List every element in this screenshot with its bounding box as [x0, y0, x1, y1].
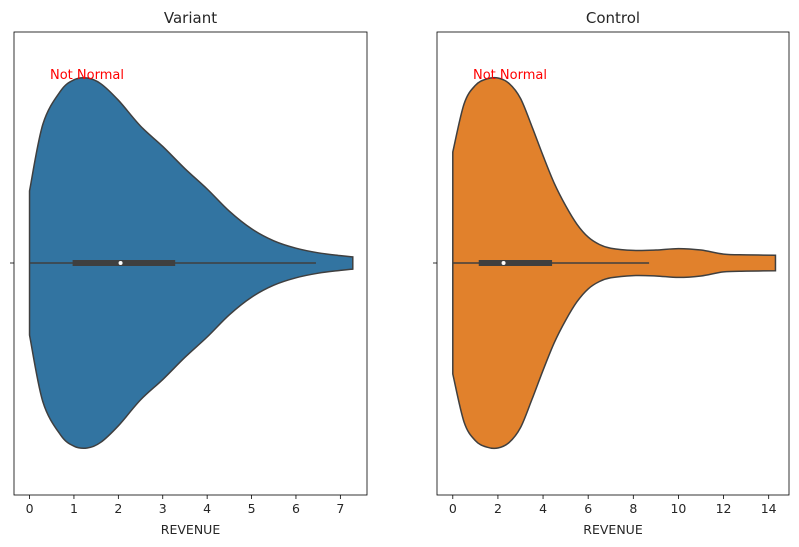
x-tick-label: 12 — [716, 501, 732, 516]
x-tick-label: 10 — [670, 501, 686, 516]
x-tick-label: 5 — [248, 501, 256, 516]
x-tick-label: 4 — [203, 501, 211, 516]
x-tick-label: 3 — [159, 501, 167, 516]
median-point-variant — [118, 261, 123, 265]
x-tick-label: 14 — [761, 501, 777, 516]
violin-layer-control — [452, 76, 777, 450]
x-tick-label: 8 — [629, 501, 637, 516]
x-axis-label-control: REVENUE — [583, 522, 643, 537]
x-tick-label: 2 — [494, 501, 502, 516]
annotation-variant: Not Normal — [50, 68, 124, 83]
iqr-box-control — [478, 260, 553, 266]
x-tick-label: 1 — [70, 501, 78, 516]
x-ticks-control: 0 2 4 6 8 10 12 14 — [449, 495, 777, 516]
violin-layer-variant — [28, 76, 354, 450]
x-tick-label: 7 — [336, 501, 344, 516]
x-tick-label: 0 — [449, 501, 457, 516]
x-axis-label-variant: REVENUE — [161, 522, 221, 537]
panel-variant: Variant REVENUE Not Normal 0 1 2 3 4 5 6 7 — [10, 9, 368, 537]
x-tick-label: 6 — [584, 501, 592, 516]
x-tick-label: 2 — [114, 501, 122, 516]
x-tick-label: 0 — [26, 501, 34, 516]
panel-control: Control REVENUE Not Normal 0 2 4 6 8 10 12 14 — [433, 9, 790, 537]
annotation-control: Not Normal — [473, 68, 547, 83]
x-tick-label: 6 — [292, 501, 300, 516]
median-point-control — [501, 261, 506, 265]
iqr-box-variant — [72, 260, 176, 266]
x-tick-label: 4 — [539, 501, 547, 516]
chart-title-variant: Variant — [164, 9, 217, 27]
x-ticks-variant: 0 1 2 3 4 5 6 7 — [26, 495, 344, 516]
chart-title-control: Control — [586, 9, 640, 27]
